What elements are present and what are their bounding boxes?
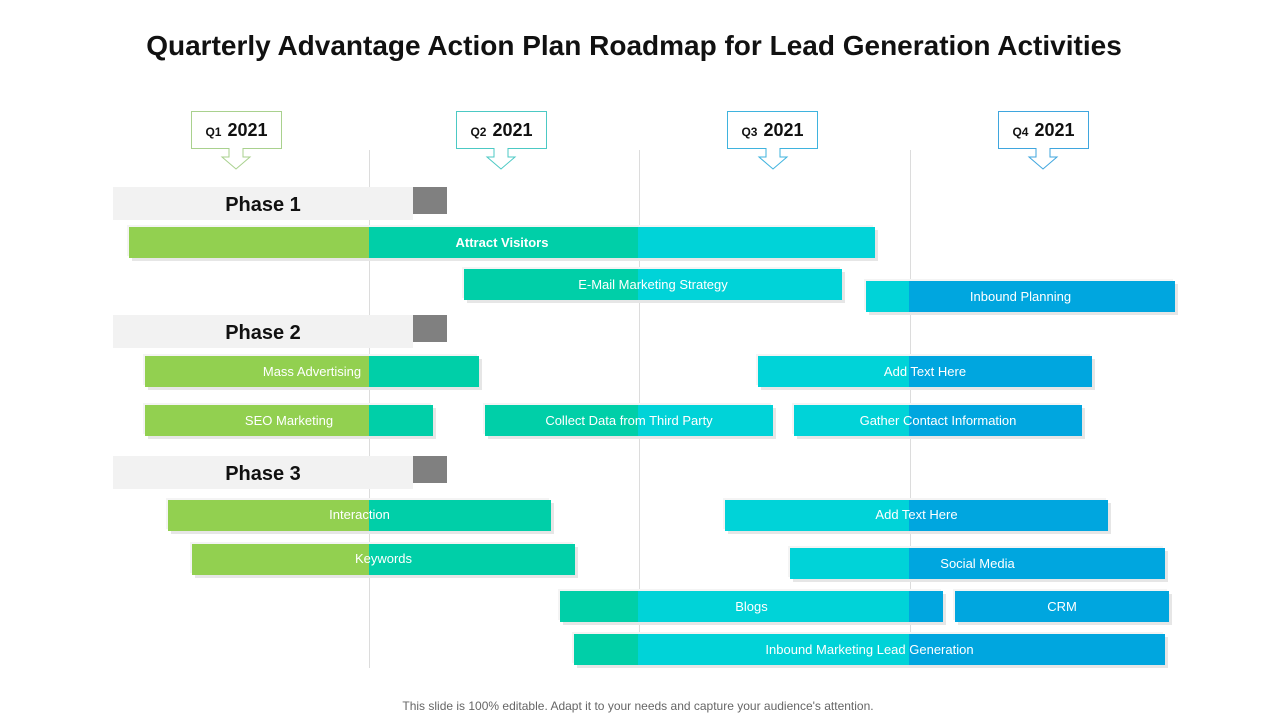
- task-bar: Social Media: [790, 548, 1165, 579]
- task-bar: Add Text Here: [758, 356, 1092, 387]
- task-bar: Collect Data from Third Party: [485, 405, 773, 436]
- task-bar: Mass Advertising: [145, 356, 479, 387]
- quarter-label-q2: Q2 2021: [456, 111, 547, 149]
- down-arrow-icon: [757, 148, 789, 170]
- down-arrow-icon: [220, 148, 252, 170]
- phase-1-header: Phase 1: [113, 187, 413, 220]
- quarter-label-q1: Q1 2021: [191, 111, 282, 149]
- phase-marker: [413, 187, 447, 214]
- task-bar: Inbound Marketing Lead Generation: [574, 634, 1165, 665]
- quarter-name: Q4: [1012, 125, 1029, 139]
- task-bar: Keywords: [192, 544, 575, 575]
- phase-marker: [413, 456, 447, 483]
- quarter-label-q4: Q4 2021: [998, 111, 1089, 149]
- quarter-label-q3: Q3 2021: [727, 111, 818, 149]
- footer-note: This slide is 100% editable. Adapt it to…: [402, 699, 874, 713]
- task-bar: Add Text Here: [725, 500, 1108, 531]
- task-bar: CRM: [955, 591, 1169, 622]
- quarter-name: Q2: [470, 125, 487, 139]
- phase-2-header: Phase 2: [113, 315, 413, 348]
- task-bar: SEO Marketing: [145, 405, 433, 436]
- task-bar: Inbound Planning: [866, 281, 1175, 312]
- task-bar: Blogs: [560, 591, 943, 622]
- task-bar: Interaction: [168, 500, 551, 531]
- quarter-year: 2021: [763, 120, 804, 140]
- quarter-name: Q3: [741, 125, 758, 139]
- quarter-year: 2021: [227, 120, 268, 140]
- quarter-year: 2021: [1034, 120, 1075, 140]
- down-arrow-icon: [1027, 148, 1059, 170]
- task-bar: Attract Visitors: [129, 227, 875, 258]
- task-bar: E-Mail Marketing Strategy: [464, 269, 842, 300]
- phase-3-header: Phase 3: [113, 456, 413, 489]
- down-arrow-icon: [485, 148, 517, 170]
- slide-title: Quarterly Advantage Action Plan Roadmap …: [146, 30, 1122, 61]
- quarter-year: 2021: [492, 120, 533, 140]
- phase-marker: [413, 315, 447, 342]
- task-bar: Gather Contact Information: [794, 405, 1082, 436]
- quarter-name: Q1: [205, 125, 222, 139]
